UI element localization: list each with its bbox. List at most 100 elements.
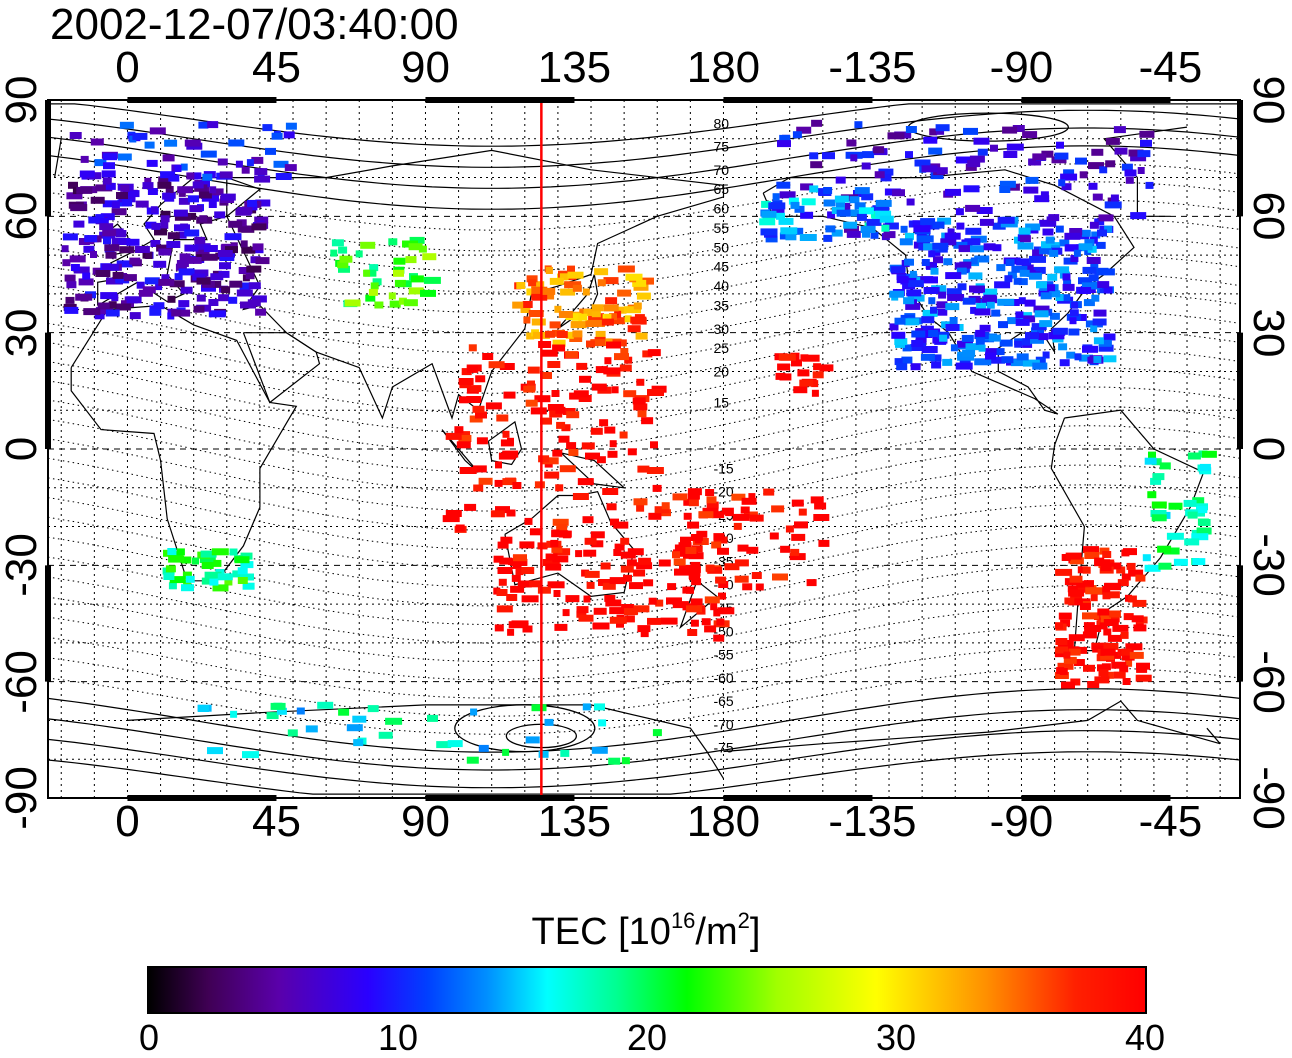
- tec-pixel: [241, 166, 250, 174]
- tec-pixel: [706, 501, 719, 509]
- tec-pixel: [591, 304, 604, 312]
- tec-pixel: [920, 218, 936, 226]
- tec-pixel: [647, 349, 661, 357]
- tec-pixel: [1055, 622, 1063, 630]
- tec-pixel: [1060, 619, 1071, 627]
- tec-pixel: [827, 211, 836, 219]
- tec-pixel: [177, 186, 194, 194]
- tec-pixel: [1000, 220, 1018, 228]
- tec-pixel: [1022, 131, 1038, 139]
- tec-pixel: [591, 383, 607, 391]
- tec-pixel: [690, 598, 703, 606]
- tec-pixel: [1066, 351, 1076, 359]
- tec-pixel: [673, 558, 686, 566]
- tec-pixel: [165, 186, 174, 193]
- tec-pixel: [715, 576, 727, 584]
- tec-pixel: [1049, 312, 1060, 320]
- tec-pixel: [1021, 264, 1034, 272]
- tec-pixel: [924, 276, 938, 284]
- tec-pixel: [944, 232, 961, 240]
- tec-pixel: [777, 140, 791, 148]
- tec-pixel: [688, 552, 704, 560]
- tec-pixel: [502, 748, 510, 756]
- colorbar-tick-label: 40: [1124, 1017, 1166, 1058]
- tec-pixel: [454, 426, 464, 434]
- tec-pixel: [962, 297, 976, 305]
- tec-pixel: [1092, 318, 1107, 326]
- tec-pixel: [942, 358, 953, 366]
- tec-pixel: [207, 747, 223, 755]
- tec-pixel: [627, 325, 641, 333]
- tec-pixel: [683, 498, 694, 506]
- tec-pixel: [968, 272, 983, 280]
- tec-pixel: [90, 251, 97, 258]
- tec-pixel: [1082, 631, 1097, 639]
- tec-pixel: [713, 609, 721, 617]
- tec-pixel: [1125, 643, 1143, 651]
- tec-pixel: [552, 339, 566, 347]
- tec-pixel: [545, 563, 562, 571]
- tec-pixel: [217, 158, 228, 166]
- tec-pixel: [777, 363, 791, 371]
- tec-pixel: [191, 269, 209, 277]
- tec-pixel: [145, 252, 153, 259]
- tec-pixel: [1058, 612, 1072, 620]
- tec-pixel: [1062, 273, 1071, 281]
- tec-pixel: [537, 586, 551, 594]
- tec-pixel: [1104, 225, 1113, 233]
- tec-pixel: [472, 405, 485, 413]
- tec-pixel: [1192, 558, 1206, 566]
- tec-pixel: [1034, 195, 1050, 203]
- contour-label: -60: [713, 670, 733, 686]
- tec-pixel: [624, 356, 633, 364]
- contour-label: 15: [713, 394, 729, 410]
- tec-pixel: [545, 330, 555, 338]
- tec-pixel: [1097, 608, 1110, 616]
- tec-pixel: [240, 561, 254, 569]
- tec-pixel: [178, 268, 195, 276]
- tec-pixel: [1093, 356, 1102, 363]
- tec-pixel: [858, 207, 874, 215]
- tec-pixel: [174, 224, 190, 232]
- tec-pixel: [338, 265, 350, 273]
- tec-pixel: [185, 256, 202, 264]
- tec-pixel: [158, 248, 172, 256]
- tec-pixel: [947, 294, 965, 301]
- tec-pixel: [1070, 255, 1079, 262]
- tec-pixel: [979, 218, 994, 226]
- tec-pixel: [418, 245, 427, 253]
- tec-pixel: [1042, 228, 1054, 236]
- tec-pixel: [458, 435, 472, 442]
- tec-pixel: [811, 119, 823, 127]
- contour-line: [47, 709, 1241, 771]
- tec-pixel: [1095, 241, 1106, 249]
- tec-pixel: [906, 198, 915, 206]
- contour-label: 20: [713, 363, 729, 379]
- tec-pixel: [240, 240, 248, 248]
- tec-pixel: [814, 502, 827, 510]
- tec-pixel: [584, 570, 600, 578]
- tec-pixel: [393, 269, 404, 277]
- tec-pixel: [779, 191, 796, 199]
- tec-pixel: [903, 297, 915, 305]
- tec-pixel: [515, 568, 524, 576]
- tec-pixel: [166, 241, 181, 248]
- tec-pixel: [99, 223, 114, 231]
- tec-pixel: [959, 357, 971, 365]
- tec-pixel: [576, 362, 588, 370]
- tec-pixel: [593, 607, 607, 615]
- tec-pixel: [1114, 147, 1128, 155]
- tec-pixel: [388, 292, 396, 300]
- tec-pixel: [860, 226, 876, 233]
- tec-pixel: [923, 287, 940, 294]
- lon-tick-label-bottom: 135: [537, 797, 612, 846]
- tec-pixel: [705, 564, 715, 572]
- lon-tick-label-top: 90: [400, 43, 450, 92]
- tec-pixel: [456, 441, 471, 449]
- tec-pixel: [751, 572, 762, 579]
- tec-pixel: [721, 507, 734, 515]
- tec-pixel: [1071, 301, 1079, 309]
- tec-pixel: [394, 279, 406, 287]
- tec-pixel: [1150, 510, 1167, 517]
- contour-line: [47, 181, 1241, 252]
